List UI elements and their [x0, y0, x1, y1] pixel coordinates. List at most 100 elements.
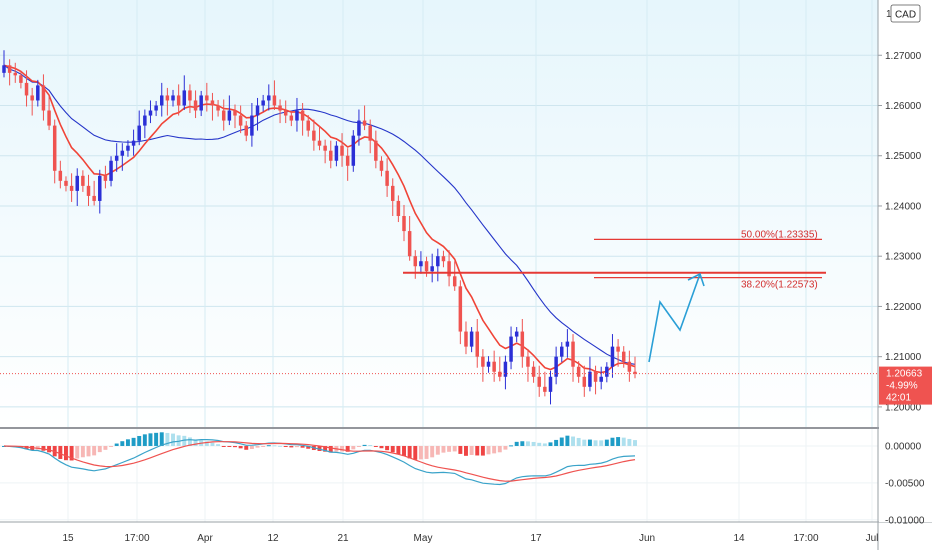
- macd-histogram-bar: [430, 445, 435, 458]
- macd-histogram-bar: [283, 445, 288, 447]
- candle-body: [114, 155, 119, 161]
- macd-histogram-bar: [69, 445, 74, 461]
- macd-histogram-bar: [351, 445, 356, 450]
- macd-histogram-bar: [458, 445, 463, 454]
- candle-body: [374, 140, 378, 161]
- fib-38-label: 38.20%(1.22573): [741, 280, 818, 291]
- candle-body: [633, 371, 637, 374]
- macd-histogram-bar: [176, 435, 181, 446]
- macd-histogram-bar: [64, 445, 68, 461]
- macd-histogram-bar: [323, 445, 328, 452]
- time-tick-label: 17:00: [124, 533, 149, 544]
- candle-body: [419, 261, 423, 267]
- candle-body: [627, 361, 632, 372]
- macd-histogram-bar: [464, 445, 468, 456]
- price-axis[interactable]: 1.20000 1.21000 1.22000 1.23000 1.24000 1.250…: [878, 51, 922, 414]
- candle-body: [120, 150, 125, 156]
- candle-body: [250, 115, 254, 136]
- macd-histogram-bar: [396, 445, 401, 455]
- macd-histogram-bar: [109, 445, 114, 447]
- macd-histogram-bar: [610, 437, 615, 446]
- fibonacci-levels: 50.00%(1.23335) 38.20%(1.22573): [403, 229, 826, 291]
- macd-line: [3, 439, 636, 486]
- macd-histogram-bar: [294, 445, 299, 448]
- macd-histogram-bar: [142, 434, 147, 446]
- macd-histogram-bar: [587, 439, 592, 446]
- candle-body: [109, 160, 113, 181]
- macd-histogram-bar: [148, 433, 153, 446]
- currency-badge[interactable]: CAD: [890, 4, 921, 23]
- candle-body: [267, 95, 271, 101]
- macd-histogram-bar: [182, 435, 187, 446]
- macd-histogram-bar: [249, 445, 254, 450]
- price-badge-countdown: 42:01: [886, 393, 911, 404]
- macd-histogram-bar: [204, 441, 209, 446]
- candle-body: [621, 351, 626, 362]
- main-pane-background: [0, 0, 878, 427]
- macd-histogram-bar: [447, 445, 452, 452]
- signal-line: [3, 441, 636, 482]
- macd-histogram-bar: [531, 441, 536, 446]
- macd-histogram-bar: [621, 437, 626, 446]
- macd-histogram-bar: [576, 437, 581, 446]
- candle-body: [469, 331, 474, 347]
- time-tick-label: Jul: [866, 533, 879, 544]
- macd-histogram-bar: [187, 437, 192, 446]
- time-axis[interactable]: 15 17:00 Apr 12 21 May 17 Jun 14 17:00 Jul: [62, 533, 878, 544]
- macd-histogram-bar: [261, 445, 266, 447]
- price-tick-label: 1.21000: [885, 352, 922, 363]
- macd-histogram-bar: [210, 442, 215, 446]
- candle-body: [323, 145, 327, 151]
- price-tick-label: 1.22000: [885, 302, 922, 313]
- macd-histogram-bar: [525, 441, 530, 446]
- macd-pane[interactable]: [0, 429, 878, 522]
- candle-body: [402, 216, 406, 232]
- macd-histogram-bar: [221, 445, 226, 447]
- price-badge-change: -4.99%: [886, 381, 918, 392]
- macd-histogram-bar: [559, 437, 564, 446]
- candle-body: [278, 105, 282, 111]
- candle-body: [64, 180, 68, 186]
- candle-body: [430, 266, 434, 272]
- macd-histogram-bar: [509, 445, 514, 447]
- macd-histogram-bar: [469, 445, 474, 455]
- candle-body: [605, 366, 609, 377]
- main-pane[interactable]: 50.00%(1.23335) 38.20%(1.22573): [0, 0, 878, 427]
- macd-tick-label: 0.00000: [885, 441, 922, 452]
- candle-body: [143, 115, 147, 126]
- time-tick-label: 12: [267, 533, 279, 544]
- candle-body: [160, 95, 164, 106]
- macd-histogram-bar: [154, 432, 159, 446]
- candle-body: [593, 371, 598, 382]
- macd-histogram-bar: [616, 437, 621, 446]
- macd-histogram-bar: [486, 445, 491, 455]
- price-badge-box: [879, 366, 932, 405]
- macd-histogram-bar: [345, 445, 350, 452]
- candle-body: [30, 95, 34, 101]
- macd-tick-label: -0.00500: [885, 478, 925, 489]
- price-axis-partial-label: 1.: [886, 9, 894, 20]
- macd-histogram-bar: [193, 439, 198, 446]
- candle-body: [571, 341, 575, 367]
- candle-body: [24, 82, 29, 96]
- candle-body: [165, 95, 170, 101]
- candle-body: [498, 371, 502, 377]
- candle-body: [565, 341, 570, 347]
- macd-histogram-bar: [266, 445, 271, 447]
- macd-histogram-bar: [362, 444, 367, 446]
- macd-histogram-bar: [385, 445, 390, 451]
- macd-histogram-bar: [565, 435, 570, 446]
- macd-histogram-bar: [300, 445, 305, 448]
- candle-body: [47, 110, 51, 126]
- macd-histogram-bar: [289, 445, 294, 448]
- price-tick-label: 1.24000: [885, 201, 922, 212]
- candle-body: [407, 231, 412, 257]
- macd-histogram-bar: [255, 445, 260, 448]
- macd-tick-label: -0.01000: [885, 515, 925, 526]
- macd-histogram-bar: [497, 445, 502, 453]
- candle-body: [52, 125, 57, 171]
- macd-axis[interactable]: 0.00000 -0.00500 -0.01000: [885, 441, 925, 526]
- candle-body: [7, 65, 12, 73]
- macd-histogram-bar: [492, 445, 497, 454]
